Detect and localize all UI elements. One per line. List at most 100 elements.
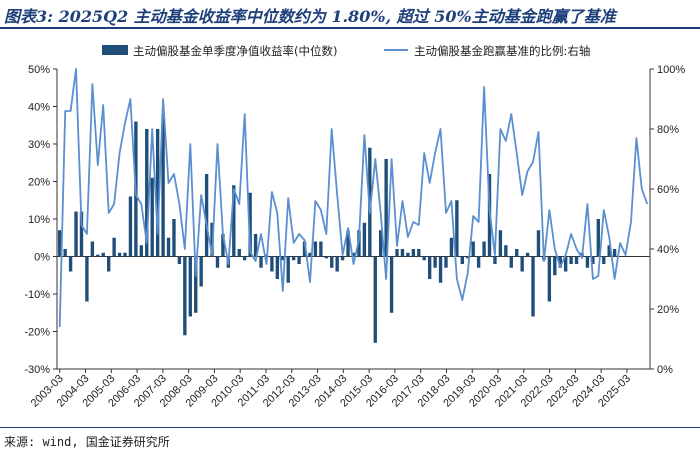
chart-title: 图表3: 2025Q2 主动基金收益率中位数约为 1.80%, 超过 50%主动… — [4, 7, 616, 26]
bar — [150, 177, 154, 257]
bar — [259, 256, 263, 268]
bar — [482, 241, 486, 257]
bar — [574, 256, 579, 264]
bar — [346, 230, 350, 257]
bar — [531, 256, 535, 317]
bar — [607, 245, 611, 257]
bar — [362, 222, 367, 257]
bar — [166, 237, 171, 257]
bar — [525, 252, 530, 257]
source-divider — [0, 427, 700, 428]
bar — [384, 159, 388, 257]
y-left-tick-label: 0% — [34, 252, 50, 264]
bar — [466, 256, 470, 259]
bar — [591, 256, 595, 264]
y-left-tick-label: -10% — [24, 289, 50, 301]
legend-swatch-bar — [102, 45, 128, 55]
bar — [313, 241, 318, 257]
bar — [427, 256, 432, 279]
y-left-tick-label: 20% — [28, 177, 50, 189]
bar — [79, 211, 84, 257]
bar — [340, 256, 345, 261]
chart-canvas: -30% -20% -10% 0% 10% 20% 30% 40% 50% 0% 20% 40% 60%… — [24, 44, 685, 410]
bar — [444, 256, 448, 268]
bar — [243, 256, 247, 261]
y-right-tick-label: 60% — [657, 184, 679, 196]
y-left-tick-label: 40% — [28, 102, 50, 114]
bar — [547, 256, 552, 302]
y-left-tick-label: -30% — [24, 364, 50, 376]
bar — [139, 245, 144, 257]
legend-label-bar: 主动偏股基金单季度净值收益率(中位数) — [133, 44, 337, 58]
bar — [286, 256, 290, 283]
bar — [90, 241, 95, 257]
bar — [74, 211, 78, 257]
bar — [319, 241, 323, 257]
bar — [145, 129, 149, 257]
bar — [558, 256, 562, 268]
bar — [291, 256, 296, 261]
bar — [183, 256, 187, 336]
bar — [335, 256, 339, 272]
bar — [161, 114, 165, 257]
y-left-tick-label: -20% — [24, 327, 50, 339]
bar — [172, 219, 176, 257]
bar — [128, 196, 133, 257]
bar — [117, 252, 122, 257]
bar — [68, 256, 73, 272]
bar — [460, 256, 464, 264]
y-right-tick-label: 40% — [657, 244, 679, 256]
bar — [493, 256, 497, 264]
y-left-tick-label: 50% — [28, 64, 50, 76]
bar — [417, 249, 421, 257]
y-right-tick-label: 0% — [657, 364, 673, 376]
bar — [422, 256, 426, 261]
y-right-tick-label: 100% — [657, 64, 685, 76]
bar — [395, 249, 399, 257]
bar — [563, 256, 568, 272]
bar — [351, 252, 356, 257]
bar — [438, 256, 443, 283]
bar — [221, 234, 225, 257]
bar — [433, 256, 437, 268]
bar — [96, 254, 100, 257]
bar — [106, 256, 111, 272]
bar — [596, 219, 601, 257]
bar — [194, 256, 198, 313]
bar — [449, 237, 454, 257]
y-right-tick-label: 20% — [657, 304, 679, 316]
bar — [400, 249, 405, 257]
bar — [237, 249, 241, 257]
bar — [155, 129, 160, 257]
bar — [215, 256, 220, 268]
bar — [476, 256, 481, 268]
bar — [308, 252, 312, 257]
source-note: 来源: wind, 国金证券研究所 — [4, 435, 170, 449]
y-right-tick-label: 80% — [657, 124, 679, 136]
bar — [389, 256, 394, 313]
bar — [504, 245, 508, 257]
bar — [302, 241, 307, 257]
bar — [553, 256, 557, 276]
bar — [232, 185, 236, 257]
bar — [123, 252, 127, 257]
bar — [275, 256, 280, 279]
bar — [602, 256, 606, 264]
bar — [612, 249, 617, 257]
bar — [248, 192, 252, 257]
bar — [188, 256, 192, 317]
bar — [63, 249, 67, 257]
bar — [509, 256, 513, 268]
bar — [177, 256, 182, 264]
bar — [569, 256, 573, 264]
bar — [199, 256, 203, 287]
bar — [324, 256, 328, 259]
bar — [204, 174, 209, 257]
bar — [281, 256, 285, 261]
bar — [85, 256, 89, 302]
bar — [253, 234, 258, 257]
bar — [297, 256, 301, 264]
bar — [515, 249, 519, 257]
y-left-tick-label: 30% — [28, 139, 50, 151]
bar — [455, 200, 459, 257]
